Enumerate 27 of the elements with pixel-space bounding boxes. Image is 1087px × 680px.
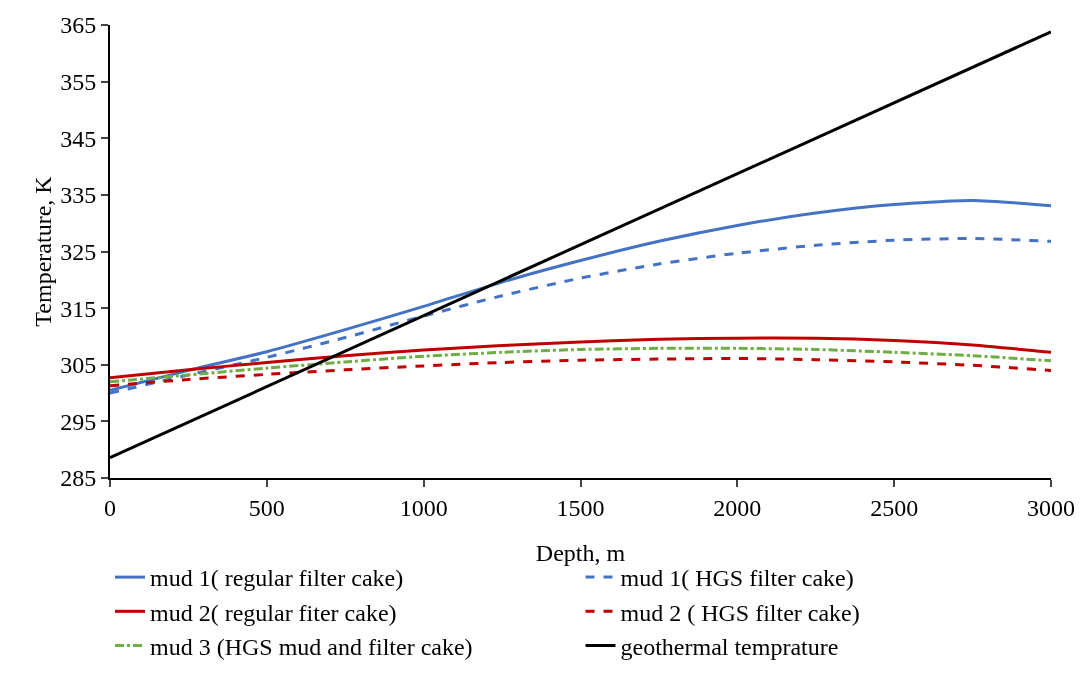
line-series (110, 346, 1051, 384)
legend-label: mud 2( regular fiter cake) (150, 599, 397, 626)
y-tick-label: 285 (60, 465, 97, 492)
legend-label: geothermal temprature (620, 633, 839, 660)
x-tick-label: 500 (248, 494, 285, 521)
x-tick-label: 1500 (556, 494, 605, 521)
y-tick-label: 325 (60, 238, 97, 265)
line-series (110, 336, 1051, 380)
legend-label: mud 1( HGS filter cake) (620, 565, 854, 592)
legend-label: mud 3 (HGS mud and filter cake) (150, 633, 473, 660)
x-tick-label: 2000 (713, 494, 762, 521)
x-tick-label: 2500 (870, 494, 919, 521)
y-axis-title: Temperature, K (30, 175, 56, 327)
x-tick-label: 1000 (399, 494, 448, 521)
y-tick-label: 345 (60, 125, 97, 152)
y-tick-label: 315 (60, 295, 97, 322)
x-tick-label: 0 (104, 494, 116, 521)
y-tick-label: 355 (60, 69, 97, 96)
y-tick-label: 305 (60, 352, 97, 379)
y-tick-label: 295 (60, 408, 97, 435)
y-tick-label: 365 (60, 12, 97, 39)
x-axis-title: Depth, m (535, 540, 626, 566)
legend-label: mud 1( regular filter cake) (150, 565, 404, 592)
x-tick-label: 3000 (1027, 494, 1075, 521)
y-tick-label: 335 (60, 182, 97, 209)
legend-label: mud 2 ( HGS filter cake) (620, 599, 860, 626)
line-series (110, 357, 1051, 388)
